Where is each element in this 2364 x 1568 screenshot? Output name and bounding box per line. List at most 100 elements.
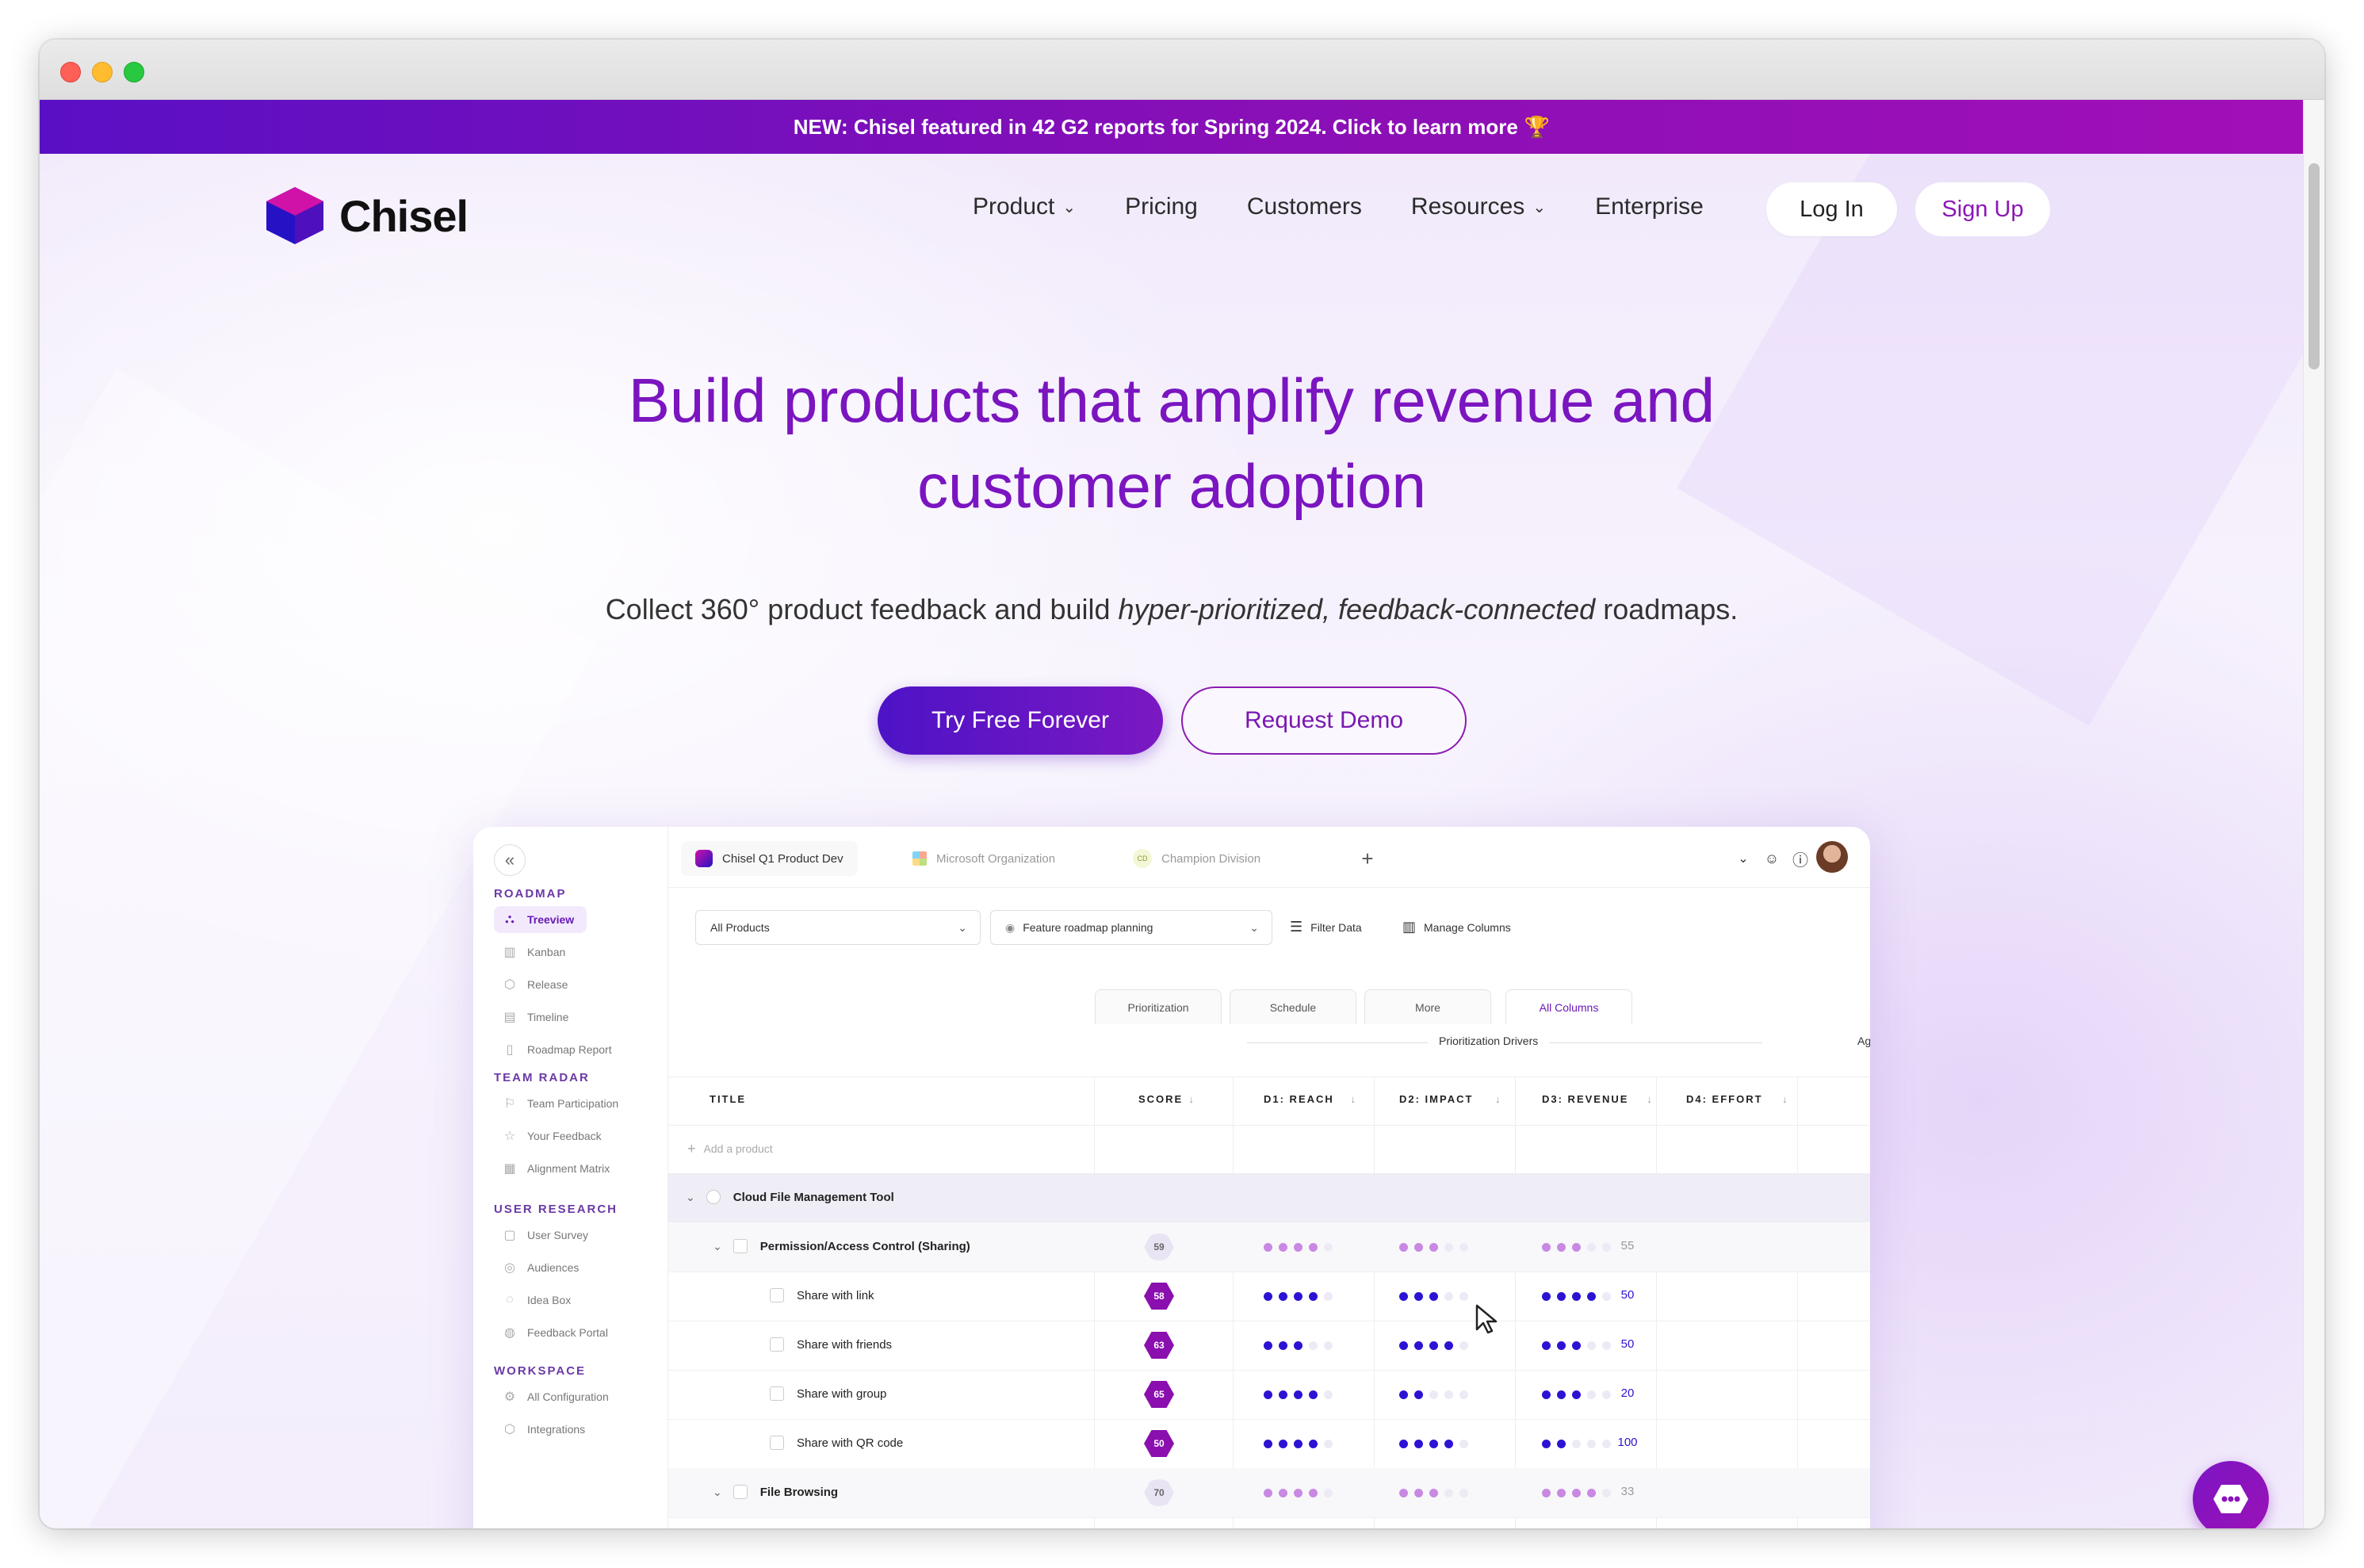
collapse-sidebar-icon[interactable]: « [494, 844, 526, 876]
rating-dot [1309, 1440, 1318, 1448]
table-row[interactable]: ⌄ File Browsing 70 33 [668, 1468, 1870, 1518]
sort-icon[interactable]: ↓ [1782, 1093, 1788, 1105]
sidebar-item-integrations[interactable]: ⬡ Integrations [494, 1416, 585, 1443]
nav-item-product[interactable]: Product ⌄ [973, 193, 1076, 220]
sidebar-item-audiences[interactable]: ◎ Audiences [494, 1254, 579, 1281]
avatar[interactable] [1816, 841, 1848, 873]
workspace-tab[interactable]: CD Champion Division [1119, 841, 1275, 876]
sort-icon[interactable]: ↓ [1495, 1093, 1501, 1105]
row-checkbox[interactable] [770, 1288, 784, 1302]
sidebar-section-team-radar: TEAM RADAR [494, 1071, 590, 1084]
nav-item-enterprise[interactable]: Enterprise [1595, 193, 1704, 220]
add-workspace-icon[interactable]: + [1361, 846, 1374, 870]
nav-item-resources[interactable]: Resources ⌄ [1411, 193, 1546, 220]
rating-dot [1444, 1341, 1453, 1350]
sidebar-item-feedback-portal[interactable]: ◍ Feedback Portal [494, 1319, 608, 1346]
table-row[interactable]: ⌄ Cloud File Management Tool [668, 1173, 1870, 1223]
tab-prioritization[interactable]: Prioritization [1095, 989, 1222, 1024]
page-scrollbar[interactable] [2303, 100, 2324, 1528]
table-row[interactable]: Share with link 58 50 [668, 1272, 1870, 1321]
team-icon[interactable]: ☺ [1764, 850, 1780, 866]
tab-more[interactable]: More [1364, 989, 1491, 1024]
filter-data-button[interactable]: ☰ Filter Data [1290, 919, 1362, 935]
column-header-d3-revenue[interactable]: D3: REVENUE [1542, 1093, 1629, 1105]
chevron-down-icon[interactable]: ⌄ [686, 1190, 695, 1203]
effort-value: 55 [1620, 1239, 1635, 1252]
chevron-down-icon[interactable]: ⌄ [713, 1485, 722, 1498]
prioritization-drivers-header: Prioritization Drivers [1247, 1034, 1762, 1050]
row-checkbox[interactable] [733, 1485, 748, 1499]
rating-dot [1557, 1292, 1566, 1301]
row-checkbox[interactable] [770, 1337, 784, 1352]
workspace-tab[interactable]: Microsoft Organization [898, 841, 1069, 876]
sidebar-item-user-survey[interactable]: ▢ User Survey [494, 1222, 588, 1249]
chat-widget-button[interactable] [2193, 1461, 2269, 1528]
rating-dot [1429, 1440, 1438, 1448]
sidebar-item-idea-box[interactable]: ◌ Idea Box [494, 1287, 571, 1314]
hero-subtitle-emphasis: hyper-prioritized, feedback-connected [1118, 593, 1596, 625]
nav-menu: Product ⌄ Pricing Customers Resources ⌄ Enterp… [973, 193, 1753, 220]
view-select[interactable]: ◉ Feature roadmap planning ⌄ [990, 910, 1272, 945]
sidebar-item-team-participation[interactable]: ⚐ Team Participation [494, 1090, 618, 1117]
roadmap-report-icon: ▯ [506, 1043, 514, 1057]
add-product-row[interactable]: + Add a product [668, 1124, 1870, 1173]
announcement-banner[interactable]: NEW: Chisel featured in 42 G2 reports fo… [40, 100, 2304, 154]
workspace-tab[interactable]: Chisel Q1 Product Dev [681, 841, 858, 876]
rating-dot [1324, 1489, 1333, 1497]
signup-button[interactable]: Sign Up [1915, 182, 2050, 236]
row-checkbox[interactable] [770, 1386, 784, 1401]
row-title-label: Cloud File Management Tool [733, 1190, 894, 1204]
help-icon[interactable]: ⓘ [1792, 851, 1808, 870]
sidebar-item-label: Timeline [527, 1011, 569, 1023]
row-title-label: Share with group [797, 1386, 887, 1401]
rating-dots-impact [1399, 1440, 1475, 1448]
nav-item-customers[interactable]: Customers [1247, 193, 1362, 220]
column-divider [1656, 1077, 1657, 1528]
close-window-button[interactable] [60, 62, 81, 82]
table-row[interactable]: Support PDF preview7310 [668, 1517, 1870, 1528]
column-divider [1797, 1077, 1798, 1528]
table-row[interactable]: Share with group 65 20 [668, 1370, 1870, 1420]
sidebar-item-all-configuration[interactable]: ⚙ All Configuration [494, 1383, 609, 1410]
manage-columns-button[interactable]: ▥ Manage Columns [1402, 919, 1511, 935]
tab-all-columns[interactable]: All Columns [1505, 989, 1632, 1024]
sidebar-item-your-feedback[interactable]: ☆ Your Feedback [494, 1122, 602, 1149]
scrollbar-thumb[interactable] [2309, 163, 2320, 369]
sidebar-item-label: Release [527, 978, 568, 991]
column-header-d1-reach[interactable]: D1: REACH [1264, 1093, 1334, 1105]
row-checkbox[interactable] [706, 1190, 721, 1204]
table-row[interactable]: ⌄ Permission/Access Control (Sharing) 59 55 [668, 1222, 1870, 1272]
sidebar-item-kanban[interactable]: ▥ Kanban [494, 939, 565, 966]
sidebar-item-timeline[interactable]: ▤ Timeline [494, 1004, 568, 1031]
table-row[interactable]: Share with QR code 50 100 [668, 1419, 1870, 1469]
row-checkbox[interactable] [770, 1436, 784, 1450]
table-row[interactable]: Share with friends 63 50 [668, 1321, 1870, 1371]
try-free-button[interactable]: Try Free Forever [878, 686, 1163, 755]
sidebar-item-roadmap-report[interactable]: ▯ Roadmap Report [494, 1036, 612, 1063]
rating-dots-impact [1399, 1243, 1475, 1252]
sort-icon[interactable]: ↓ [1647, 1093, 1653, 1105]
nav-item-pricing[interactable]: Pricing [1125, 193, 1198, 220]
sidebar-item-treeview[interactable]: ⛬ Treeview [494, 906, 587, 933]
row-checkbox[interactable] [733, 1239, 748, 1253]
tab-schedule[interactable]: Schedule [1230, 989, 1356, 1024]
minimize-window-button[interactable] [92, 62, 113, 82]
chisel-logo[interactable]: Chisel [263, 185, 469, 246]
column-header-d4-effort[interactable]: D4: EFFORT [1686, 1093, 1763, 1105]
rating-dot [1309, 1489, 1318, 1497]
rating-dot [1542, 1390, 1551, 1399]
column-header-score[interactable]: SCORE [1138, 1093, 1184, 1105]
request-demo-button[interactable]: Request Demo [1181, 686, 1467, 755]
page-viewport: NEW: Chisel featured in 42 G2 reports fo… [40, 100, 2324, 1528]
sort-icon[interactable]: ↓ [1350, 1093, 1356, 1105]
maximize-window-button[interactable] [124, 62, 144, 82]
sort-icon[interactable]: ↓ [1188, 1093, 1195, 1105]
rating-dot [1444, 1292, 1453, 1301]
login-button[interactable]: Log In [1766, 182, 1897, 236]
sidebar-item-alignment-matrix[interactable]: ▦ Alignment Matrix [494, 1155, 610, 1182]
sidebar-item-release[interactable]: ⬡ Release [494, 971, 568, 998]
column-header-d2-impact[interactable]: D2: IMPACT [1399, 1093, 1474, 1105]
chevron-down-icon[interactable]: ⌄ [1738, 852, 1749, 866]
products-select[interactable]: All Products ⌄ [695, 910, 981, 945]
chevron-down-icon[interactable]: ⌄ [713, 1239, 722, 1252]
